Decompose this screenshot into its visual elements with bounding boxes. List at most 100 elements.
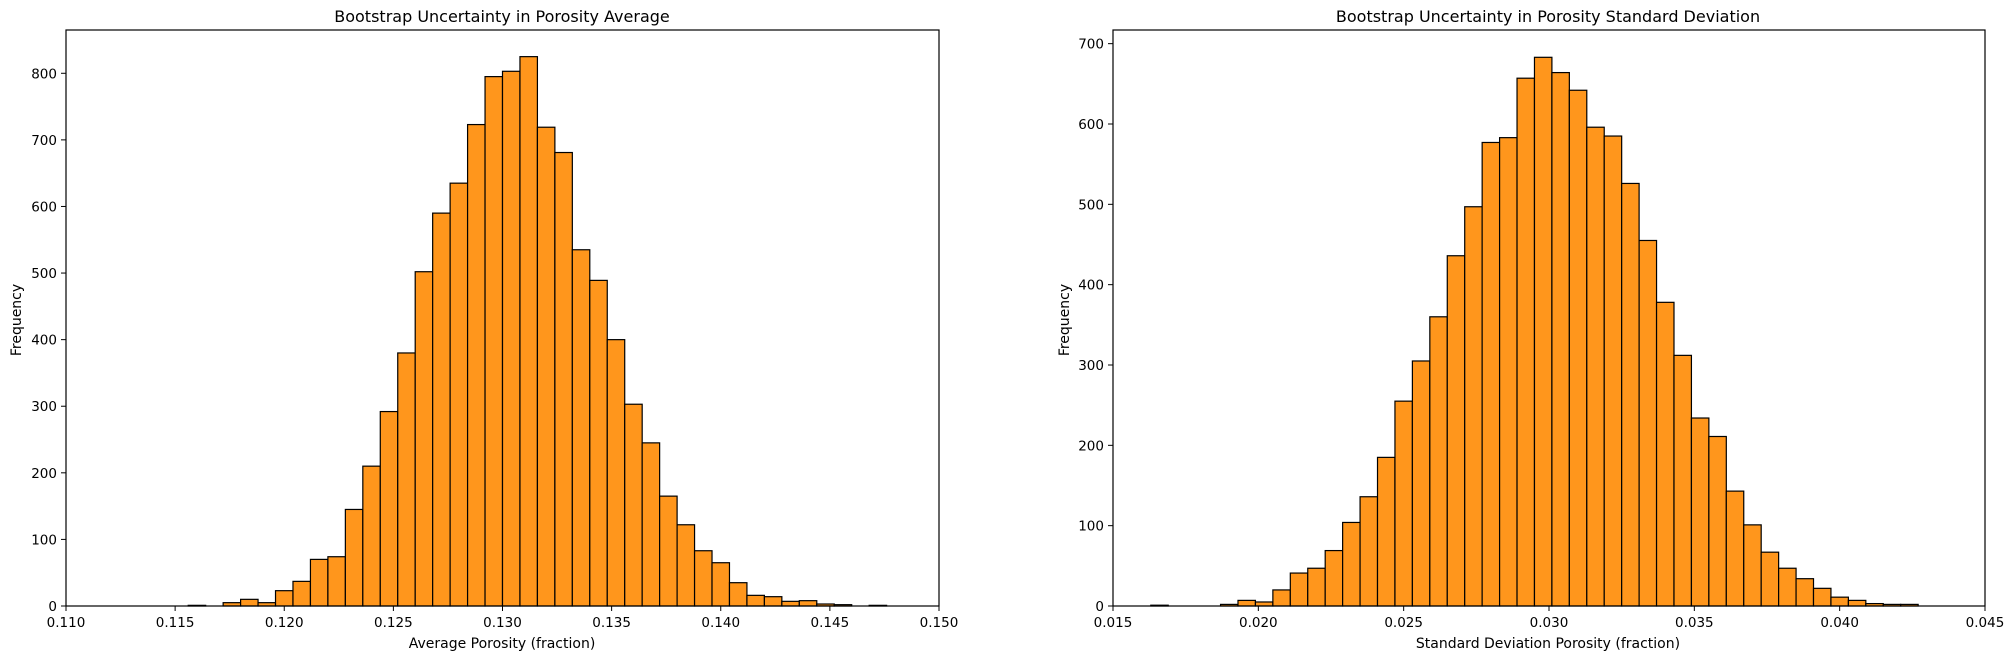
histogram-bar bbox=[240, 598, 259, 607]
x-tick-label: 0.015 bbox=[1094, 615, 1133, 631]
histogram-bar bbox=[1603, 135, 1623, 607]
histogram-bar bbox=[1376, 456, 1396, 607]
histogram-bar bbox=[397, 352, 416, 607]
histogram-bar bbox=[693, 550, 713, 607]
histogram-bar bbox=[1342, 521, 1361, 607]
x-axis-label: Standard Deviation Porosity (fraction) bbox=[1416, 636, 1680, 652]
x-axis-label: Average Porosity (fraction) bbox=[409, 636, 596, 652]
histogram-bar bbox=[1760, 551, 1780, 607]
histogram-bar bbox=[1533, 56, 1553, 607]
x-tick-label: 0.150 bbox=[920, 615, 959, 631]
histogram-bar bbox=[676, 524, 696, 607]
histogram-bar bbox=[1586, 126, 1605, 607]
x-tick-label: 0.125 bbox=[374, 615, 413, 631]
histogram-bar bbox=[606, 339, 626, 607]
histogram-bar bbox=[1568, 89, 1588, 607]
histogram-bar bbox=[327, 556, 346, 607]
histogram-bar bbox=[589, 279, 608, 607]
histogram-bars bbox=[187, 56, 888, 607]
y-tick-label: 700 bbox=[31, 133, 57, 149]
histogram-bar bbox=[1743, 524, 1762, 607]
y-tick-label: 100 bbox=[1078, 519, 1104, 535]
histogram-bar bbox=[292, 580, 312, 607]
histogram-bar bbox=[798, 600, 818, 607]
histogram-bar bbox=[1725, 490, 1745, 607]
y-tick-label: 400 bbox=[31, 333, 57, 349]
y-tick-label: 100 bbox=[31, 532, 57, 548]
histogram-bar bbox=[1394, 400, 1413, 607]
histogram-bar bbox=[536, 126, 556, 607]
histogram-bar bbox=[1307, 567, 1326, 607]
histogram-bar bbox=[1795, 578, 1815, 607]
x-tick-label: 0.025 bbox=[1384, 615, 1423, 631]
histogram-bar bbox=[274, 590, 294, 607]
histogram-bar bbox=[1446, 255, 1466, 607]
histogram-bar bbox=[1516, 77, 1536, 607]
histogram-bar bbox=[1411, 360, 1431, 607]
histogram-bar bbox=[1708, 435, 1727, 607]
histogram-bar bbox=[763, 596, 783, 607]
histogram-bar bbox=[484, 76, 504, 607]
histogram-porosity-std-dev: Bootstrap Uncertainty in Porosity Standa… bbox=[1057, 7, 2004, 652]
histogram-bar bbox=[1289, 572, 1309, 607]
histogram-bar bbox=[641, 442, 661, 607]
histogram-bar bbox=[728, 582, 748, 607]
histogram-bar bbox=[466, 123, 486, 607]
histogram-porosity-average: Bootstrap Uncertainty in Porosity Averag… bbox=[9, 7, 958, 652]
histogram-bar bbox=[1655, 301, 1675, 607]
histogram-bar bbox=[746, 594, 766, 607]
y-axis-label: Frequency bbox=[1057, 284, 1073, 356]
x-tick-label: 0.030 bbox=[1530, 615, 1569, 631]
histogram-bar bbox=[379, 410, 399, 607]
x-tick-label: 0.045 bbox=[1966, 615, 2005, 631]
histogram-bars bbox=[1150, 56, 1919, 607]
histogram-bar bbox=[519, 56, 539, 607]
y-tick-label: 500 bbox=[31, 266, 57, 282]
y-tick-label: 600 bbox=[1078, 117, 1104, 133]
histogram-bar bbox=[711, 562, 731, 607]
plot-frame bbox=[1112, 29, 1986, 607]
histogram-bar bbox=[1272, 589, 1291, 607]
x-tick-label: 0.130 bbox=[483, 615, 522, 631]
x-axis-ticks: 0.110 0.115 0.120 0.125 0.130 0.135 0.140 0.145… bbox=[47, 606, 959, 631]
histogram-bar bbox=[1237, 599, 1257, 607]
y-tick-label: 600 bbox=[31, 199, 57, 215]
chart-title: Bootstrap Uncertainty in Porosity Standa… bbox=[1336, 7, 1760, 26]
histogram-bar bbox=[1429, 316, 1448, 607]
histogram-bar bbox=[624, 403, 643, 607]
y-tick-label: 0 bbox=[48, 599, 57, 615]
x-tick-label: 0.020 bbox=[1239, 615, 1278, 631]
x-tick-label: 0.135 bbox=[592, 615, 631, 631]
histogram-bar bbox=[571, 249, 591, 607]
histogram-bar bbox=[309, 558, 329, 607]
histogram-bar bbox=[1324, 549, 1344, 607]
x-tick-label: 0.115 bbox=[156, 615, 195, 631]
y-tick-label: 500 bbox=[1078, 197, 1104, 213]
x-tick-label: 0.035 bbox=[1675, 615, 1714, 631]
histogram-bar bbox=[414, 271, 434, 607]
histogram-bar bbox=[1847, 599, 1867, 607]
histogram-bar bbox=[1481, 141, 1501, 607]
histogram-bar bbox=[449, 182, 469, 607]
x-axis-ticks: 0.015 0.020 0.025 0.030 0.035 0.040 0.045 bbox=[1094, 606, 2005, 631]
y-axis-label: Frequency bbox=[9, 284, 25, 356]
y-tick-label: 700 bbox=[1078, 37, 1104, 53]
histogram-bar bbox=[362, 465, 381, 607]
x-tick-label: 0.140 bbox=[701, 615, 740, 631]
histogram-bar bbox=[659, 495, 678, 607]
histogram-bar bbox=[554, 151, 573, 607]
y-tick-label: 300 bbox=[31, 399, 57, 415]
histogram-bar bbox=[1673, 354, 1693, 607]
x-tick-label: 0.145 bbox=[811, 615, 850, 631]
y-axis-ticks: 0 100 200 300 400 500 600 700 800 bbox=[31, 66, 66, 615]
histogram-bar bbox=[1830, 596, 1849, 607]
histogram-bar bbox=[1621, 182, 1640, 607]
x-tick-label: 0.040 bbox=[1820, 615, 1859, 631]
y-tick-label: 800 bbox=[31, 66, 57, 82]
histogram-bar bbox=[501, 70, 521, 607]
histogram-bar bbox=[1551, 71, 1570, 607]
histogram-bar bbox=[1464, 206, 1483, 607]
histogram-bar bbox=[1812, 587, 1832, 607]
histogram-bar bbox=[344, 508, 364, 607]
